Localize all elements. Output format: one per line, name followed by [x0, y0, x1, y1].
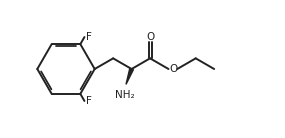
Text: O: O: [169, 64, 177, 74]
Text: F: F: [86, 96, 92, 106]
Text: F: F: [86, 32, 92, 42]
Polygon shape: [126, 68, 133, 84]
Text: NH₂: NH₂: [115, 90, 135, 100]
Text: O: O: [146, 32, 154, 42]
